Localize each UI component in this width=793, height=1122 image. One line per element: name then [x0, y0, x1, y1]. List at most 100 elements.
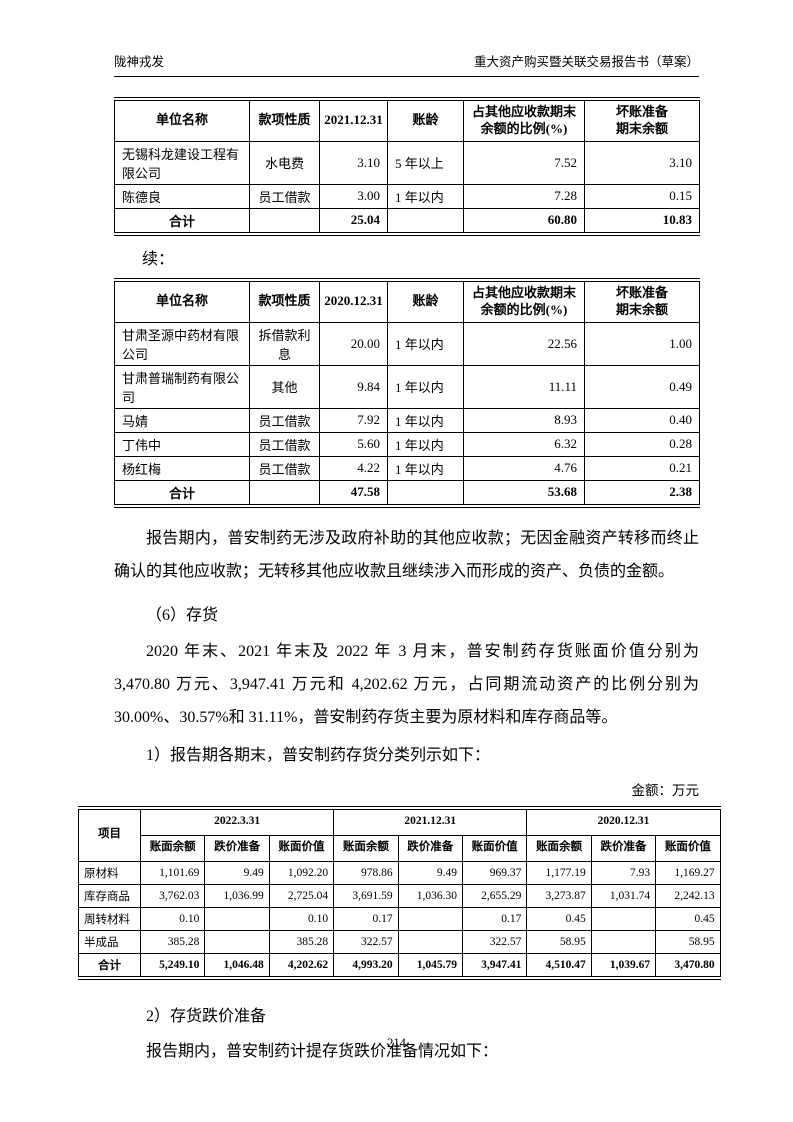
cell-empty: [249, 207, 320, 235]
page-content: 单位名称 款项性质 2021.12.31 账龄 占其他应收款期末 余额的比例(%…: [78, 97, 721, 1068]
cell-aging: 1 年以内: [387, 364, 464, 409]
header-cell-date: 2020.12.31: [319, 279, 388, 323]
cell-baddebt: 3.10: [584, 140, 700, 185]
header-cell-baddebt: 坏账准备 期末余额: [584, 279, 700, 323]
cell-amount: 9.84: [319, 364, 388, 409]
cell-amount: 5.60: [319, 431, 388, 457]
table-row: 原材料 1,101.69 9.49 1,092.20 978.86 9.49 9…: [78, 860, 721, 885]
table-header-row-measures: 账面余额 跌价准备 账面价值 账面余额 跌价准备 账面价值 账面余额 跌价准备 …: [79, 834, 721, 862]
header-cell-book-value: 账面价值: [655, 834, 721, 862]
cell-value: 0.17: [461, 906, 528, 931]
cell-nature: 员工借款: [249, 455, 320, 481]
header-right-title: 重大资产购买暨关联交易报告书（草案）: [473, 55, 699, 69]
cell-total-value: 1,046.48: [204, 952, 270, 979]
cell-nature: 水电费: [249, 140, 320, 185]
other-receivables-table-2021: 单位名称 款项性质 2021.12.31 账龄 占其他应收款期末 余额的比例(%…: [114, 97, 700, 236]
header-cell-book-value: 账面价值: [268, 834, 335, 862]
cell-value: 385.28: [139, 929, 206, 954]
table-row: 陈德良 员工借款 3.00 1 年以内 7.28 0.15: [114, 183, 700, 209]
cell-total-value: 1,045.79: [397, 952, 463, 979]
table-row: 甘肃普瑞制药有限公司 其他 9.84 1 年以内 11.11 0.49: [114, 364, 700, 409]
cell-total-label: 合计: [114, 207, 250, 235]
cell-value: 0.10: [268, 906, 335, 931]
cell-value: 385.28: [268, 929, 335, 954]
cell-ratio: 8.93: [463, 407, 585, 433]
cell-unit-name: 甘肃圣源中药材有限公司: [114, 321, 250, 366]
cell-total-amount: 25.04: [319, 207, 388, 235]
cell-ratio: 22.56: [463, 321, 585, 366]
cell-value: 0.45: [526, 906, 592, 931]
cell-aging: 1 年以内: [387, 183, 464, 209]
header-cell-ratio: 占其他应收款期末 余额的比例(%): [463, 98, 585, 142]
table-total-row: 合计 5,249.10 1,046.48 4,202.62 4,993.20 1…: [78, 952, 721, 979]
cell-nature: 员工借款: [249, 183, 320, 209]
cell-item: 周转材料: [78, 906, 141, 931]
table-row: 周转材料 0.10 0.10 0.17 0.17 0.45 0.45: [78, 906, 721, 931]
cell-amount: 7.92: [319, 407, 388, 433]
cell-value: 7.93: [590, 860, 657, 885]
header-cell-book-value: 账面价值: [461, 834, 528, 862]
header-cell-date-2022: 2022.3.31: [139, 807, 335, 836]
cell-value: [397, 906, 463, 931]
table-header-row: 单位名称 款项性质 2020.12.31 账龄 占其他应收款期末 余额的比例(%…: [114, 279, 700, 323]
header-cell-provision: 跌价准备: [204, 834, 270, 862]
header-cell-baddebt: 坏账准备 期末余额: [584, 98, 700, 142]
cell-value: 2,655.29: [461, 883, 528, 908]
cell-baddebt: 0.15: [584, 183, 700, 209]
paragraph-receivables-note: 报告期内，普安制药无涉及政府补助的其他应收款；无因金融资产转移而终止确认的其他应…: [114, 529, 699, 580]
cell-value: 978.86: [333, 860, 399, 885]
cell-value: 322.57: [461, 929, 528, 954]
amount-unit-label: 金额：万元: [631, 782, 700, 798]
table-header-row: 单位名称 款项性质 2021.12.31 账龄 占其他应收款期末 余额的比例(%…: [114, 98, 700, 142]
cell-ratio: 4.76: [463, 455, 585, 481]
header-cell-date-2021: 2021.12.31: [333, 807, 528, 836]
paragraph-impairment-intro: 报告期内，普安制药计提存货跌价准备情况如下：: [146, 1042, 499, 1060]
cell-value: 969.37: [461, 860, 528, 885]
cell-value: 2,725.04: [268, 883, 335, 908]
continuation-label: 续：: [142, 250, 175, 268]
cell-value: 1,036.99: [204, 883, 270, 908]
cell-aging: 1 年以内: [387, 455, 464, 481]
cell-baddebt: 0.49: [584, 364, 700, 409]
cell-value: 58.95: [655, 929, 721, 954]
table-total-row: 合计 25.04 60.80 10.83: [114, 207, 700, 235]
running-header: 陇神戎发 重大资产购买暨关联交易报告书（草案）: [114, 0, 699, 77]
cell-value: 9.49: [204, 860, 270, 885]
table-row: 半成品 385.28 385.28 322.57 322.57 58.95 58…: [78, 929, 721, 954]
cell-total-value: 4,993.20: [333, 952, 399, 979]
cell-value: 1,031.74: [590, 883, 657, 908]
cell-value: 58.95: [526, 929, 592, 954]
page-number: 214: [387, 1036, 406, 1050]
cell-value: [397, 929, 463, 954]
header-cell-provision: 跌价准备: [397, 834, 463, 862]
cell-baddebt: 1.00: [584, 321, 700, 366]
cell-total-value: 4,202.62: [268, 952, 335, 979]
cell-total-label: 合计: [114, 479, 250, 507]
table-row: 丁伟中 员工借款 5.60 1 年以内 6.32 0.28: [114, 431, 700, 457]
header-cell-provision: 跌价准备: [590, 834, 657, 862]
cell-item: 半成品: [78, 929, 141, 954]
cell-value: [590, 929, 657, 954]
paragraph-inventory-overview: 2020 年末、2021 年末及 2022 年 3 月末，普安制药存货账面价值分…: [114, 642, 699, 726]
table-row: 马婧 员工借款 7.92 1 年以内 8.93 0.40: [114, 407, 700, 433]
header-left-title: 陇神戎发: [114, 55, 165, 69]
cell-baddebt: 0.28: [584, 431, 700, 457]
cell-unit-name: 杨红梅: [114, 455, 250, 481]
cell-value: 1,036.30: [397, 883, 463, 908]
cell-value: [590, 906, 657, 931]
cell-value: 3,273.87: [526, 883, 592, 908]
cell-total-value: 5,249.10: [139, 952, 206, 979]
header-cell-ratio: 占其他应收款期末 余额的比例(%): [463, 279, 585, 323]
cell-total-value: 4,510.47: [526, 952, 592, 979]
cell-nature: 员工借款: [249, 407, 320, 433]
cell-amount: 20.00: [319, 321, 388, 366]
table-row: 无锡科龙建设工程有限公司 水电费 3.10 5 年以上 7.52 3.10: [114, 140, 700, 185]
cell-value: 3,762.03: [139, 883, 206, 908]
cell-value: 1,169.27: [655, 860, 721, 885]
cell-amount: 3.10: [319, 140, 388, 185]
cell-ratio: 7.52: [463, 140, 585, 185]
cell-aging: 1 年以内: [387, 431, 464, 457]
cell-total-ratio: 60.80: [463, 207, 585, 235]
heading-inventory-classification: 1）报告期各期末，普安制药存货分类列示如下：: [146, 746, 491, 764]
header-cell-book-balance: 账面余额: [333, 834, 399, 862]
